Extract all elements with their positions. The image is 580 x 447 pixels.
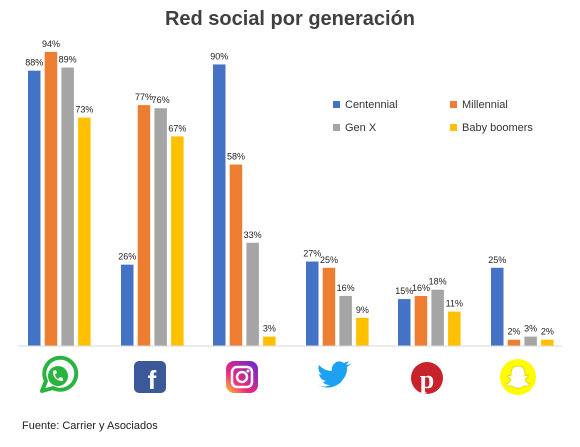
bar-millennial-twitter (322, 267, 336, 346)
legend-label: Centennial (345, 99, 398, 111)
snapchat-icon (500, 359, 536, 395)
data-label: 26% (118, 252, 136, 262)
legend-label: Millennial (462, 99, 508, 111)
bar-baby-boomers-twitter (356, 317, 369, 346)
bar-gen-x-pinterest (431, 289, 444, 346)
data-label: 67% (168, 123, 186, 133)
bar-gen-x-instagram (246, 242, 259, 346)
facebook-icon: f (134, 361, 166, 395)
bar-millennial-whatsapp (44, 51, 58, 347)
legend-swatch (450, 124, 457, 131)
data-label: 3% (263, 324, 276, 334)
data-label: 58% (227, 152, 245, 162)
bar-gen-x-twitter (339, 295, 352, 346)
data-label: 15% (395, 286, 413, 296)
bar-gen-x-whatsapp (61, 67, 74, 347)
svg-text:f: f (148, 365, 157, 395)
bar-baby-boomers-instagram (263, 336, 276, 346)
data-label: 88% (25, 58, 43, 68)
data-label: 3% (524, 324, 537, 334)
data-label: 76% (152, 95, 170, 105)
legend-label: Baby boomers (462, 122, 533, 134)
bar-centennial-pinterest (398, 299, 411, 346)
data-label: 2% (541, 327, 554, 337)
bar-centennial-snapchat (491, 267, 504, 346)
data-label: 90% (210, 51, 228, 61)
data-label: 27% (303, 249, 321, 259)
legend-swatch (450, 101, 457, 108)
pinterest-icon: p (411, 362, 443, 394)
instagram-icon (226, 361, 258, 393)
bar-millennial-pinterest (414, 295, 428, 346)
bar-millennial-snapchat (507, 339, 521, 346)
legend-swatch (333, 101, 340, 108)
bar-gen-x-facebook (154, 108, 167, 346)
bar-centennial-instagram (213, 64, 226, 346)
whatsapp-icon (40, 355, 79, 393)
legend-swatch (333, 124, 340, 131)
bar-centennial-twitter (306, 261, 319, 346)
data-label: 16% (337, 283, 355, 293)
data-label: 77% (135, 92, 153, 102)
bar-millennial-instagram (229, 164, 243, 346)
data-label: 16% (412, 283, 430, 293)
data-label: 18% (429, 277, 447, 287)
legend-label: Gen X (345, 122, 377, 134)
bar-baby-boomers-whatsapp (78, 117, 91, 346)
data-label: 9% (356, 305, 369, 315)
twitter-icon (318, 361, 351, 388)
bar-centennial-whatsapp (28, 70, 41, 346)
bar-baby-boomers-snapchat (541, 339, 554, 346)
bar-millennial-facebook (137, 105, 151, 347)
data-label: 11% (446, 299, 463, 309)
data-label: 25% (488, 255, 506, 265)
data-label: 89% (59, 55, 77, 65)
chart-title: Red social por generación (164, 8, 416, 30)
source-note: Fuente: Carrier y Asociados (22, 420, 158, 432)
data-label: 25% (320, 255, 338, 265)
data-label: 2% (507, 327, 520, 337)
bar-baby-boomers-pinterest (448, 311, 461, 346)
data-label: 33% (244, 230, 262, 240)
bar-gen-x-snapchat (524, 336, 537, 346)
svg-text:p: p (420, 365, 434, 394)
data-label: 94% (42, 39, 60, 49)
data-label: 73% (75, 105, 93, 115)
bar-baby-boomers-facebook (171, 136, 184, 346)
bar-centennial-facebook (121, 264, 134, 346)
